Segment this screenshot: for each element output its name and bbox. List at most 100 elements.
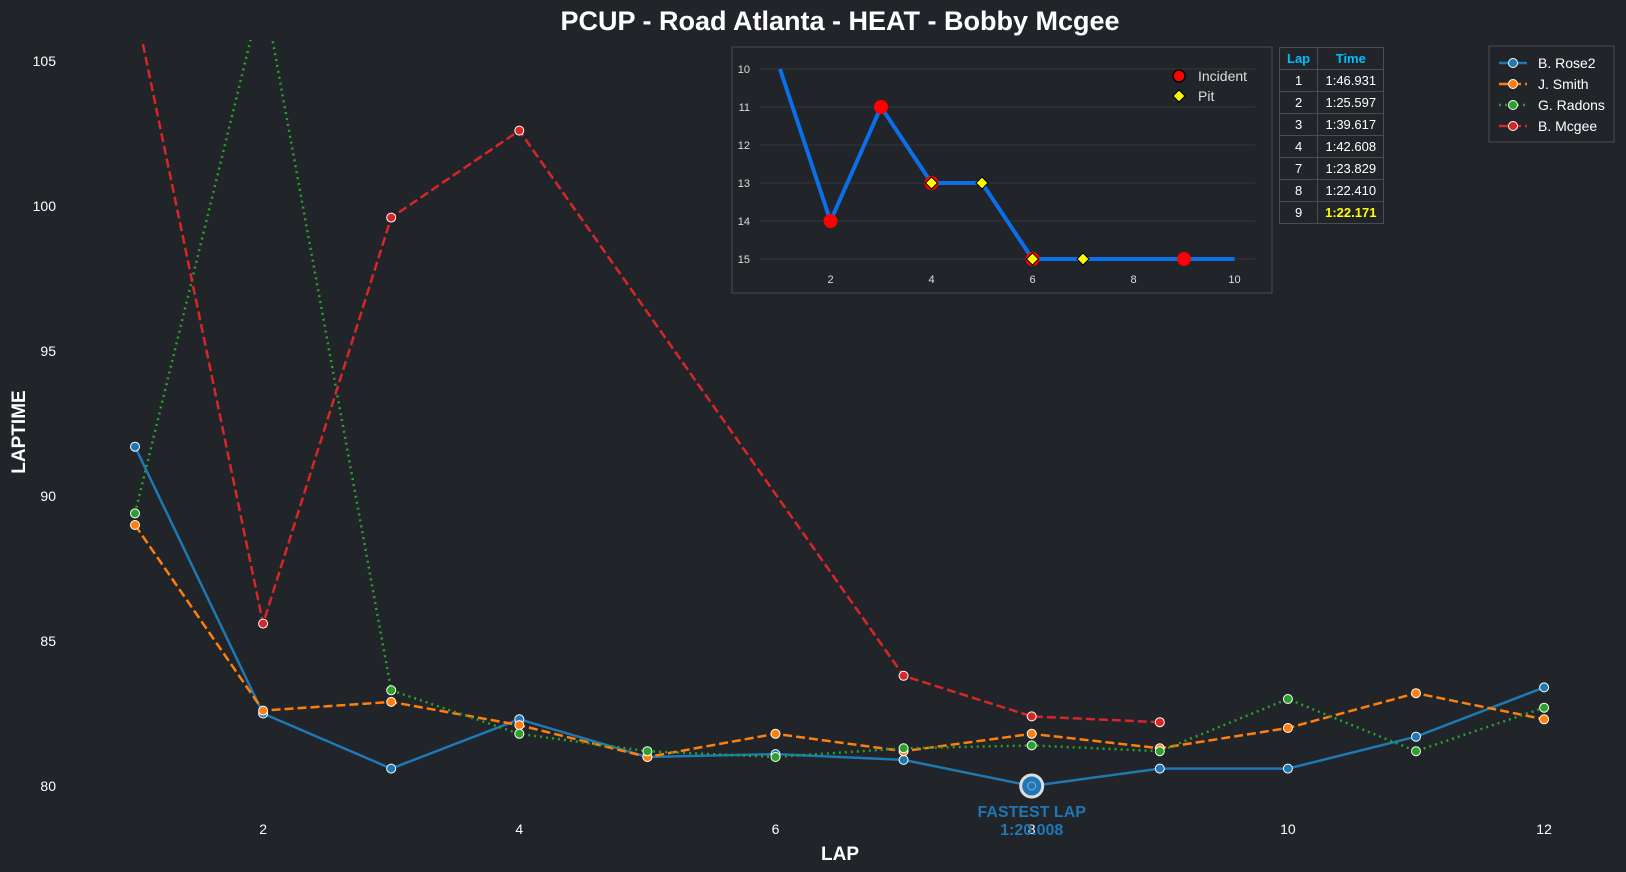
legend-pit-icon [1172, 89, 1186, 103]
inset-y-tick-label: 15 [738, 254, 750, 266]
y-tick-label: 100 [33, 198, 57, 214]
y-tick-label: 80 [40, 778, 56, 794]
data-point-j-smith [1539, 714, 1550, 725]
data-point-j-smith [1026, 728, 1037, 739]
time-cell: 1:23.829 [1317, 157, 1385, 180]
series-line-j-smith [133, 524, 1545, 759]
chart-title: PCUP - Road Atlanta - HEAT - Bobby Mcgee [560, 6, 1119, 36]
data-point-j-smith [1411, 688, 1421, 699]
legend-marker-g-radons [1508, 100, 1518, 110]
time-cell: 1:39.617 [1317, 113, 1385, 136]
legend-pit-label: Pit [1198, 88, 1214, 104]
fastest-lap-marker [1019, 773, 1045, 799]
incident-marker [874, 100, 888, 114]
data-point-b-rose2 [1282, 763, 1293, 774]
legend-marker-b-mcgee [1508, 121, 1518, 131]
data-point-b-rose2 [386, 763, 397, 774]
fastest-lap-label: FASTEST LAP [977, 804, 1086, 821]
y-tick-label: 90 [40, 488, 56, 504]
time-cell: 1:22.171 [1317, 201, 1385, 224]
data-point-b-rose2 [898, 754, 909, 765]
data-point-j-smith [770, 728, 781, 739]
table-row: 1 1:46.931 [1278, 69, 1385, 92]
pit-marker [1076, 252, 1090, 266]
incident-marker [1177, 252, 1191, 266]
lap-cell: 9 [1278, 201, 1319, 224]
x-tick-label: 2 [259, 821, 267, 837]
lap-cell: 2 [1278, 91, 1319, 114]
legend-label-j-smith: J. Smith [1538, 76, 1589, 92]
table-row: 2 1:25.597 [1278, 91, 1385, 114]
data-point-g-radons [514, 728, 525, 739]
lap-cell: 4 [1278, 135, 1319, 158]
data-point-b-rose2 [1411, 731, 1421, 742]
data-point-b-mcgee [258, 618, 269, 629]
x-tick-label: 12 [1536, 821, 1552, 837]
legend-label-b-rose2: B. Rose2 [1538, 55, 1596, 71]
data-point-g-radons [1539, 702, 1550, 713]
legend-marker-j-smith [1508, 79, 1518, 89]
pit-marker [975, 176, 989, 190]
data-point-b-mcgee [1154, 717, 1165, 728]
data-point-j-smith [1282, 723, 1293, 733]
time-column-header: Time [1317, 47, 1385, 70]
inset-y-tick-label: 13 [738, 178, 750, 190]
y-axis-label: LAPTIME [9, 390, 30, 473]
series-line-b-rose2 [133, 446, 1545, 788]
data-point-g-radons [130, 508, 140, 519]
time-cell: 1:46.931 [1317, 69, 1385, 92]
series-line-g-radons [133, 40, 1545, 759]
data-point-j-smith [258, 705, 269, 716]
inset-x-tick-label: 10 [1228, 274, 1240, 286]
pit-marker [1025, 252, 1040, 266]
data-point-g-radons [1282, 694, 1293, 704]
inset-x-tick-label: 4 [928, 274, 934, 286]
position-inset-frame [731, 46, 1273, 294]
table-row: 8 1:22.410 [1278, 179, 1385, 202]
legend-incident-label: Incident [1198, 68, 1247, 84]
x-axis-label: LAP [821, 844, 859, 865]
data-point-g-radons [642, 746, 653, 757]
inset-x-tick-label: 8 [1130, 274, 1136, 286]
legend-marker-b-rose2 [1508, 58, 1518, 68]
x-tick-label: 6 [772, 821, 780, 837]
data-point-g-radons [770, 752, 781, 762]
data-point-g-radons [898, 743, 909, 754]
y-tick-label: 85 [40, 633, 56, 649]
data-point-g-radons [1154, 746, 1165, 757]
data-point-b-mcgee [514, 125, 525, 136]
data-point-g-radons [386, 685, 397, 696]
data-point-j-smith [386, 696, 397, 707]
data-point-b-rose2 [130, 441, 140, 452]
data-point-b-mcgee [898, 670, 909, 681]
inset-x-tick-label: 6 [1029, 274, 1035, 286]
fastest-lap-time: 1:20.008 [1000, 822, 1063, 839]
lap-cell: 3 [1278, 113, 1319, 136]
time-cell: 1:22.410 [1317, 179, 1385, 202]
data-point-g-radons [1026, 740, 1037, 751]
lap-times-table: Lap Time 1 1:46.931 2 1:25.597 3 1:39.617 4… [1278, 47, 1385, 224]
table-row: 3 1:39.617 [1278, 113, 1385, 136]
inset-y-tick-label: 11 [739, 102, 750, 114]
inset-y-tick-label: 14 [738, 216, 750, 228]
incident-marker [823, 214, 838, 228]
x-tick-label: 10 [1280, 821, 1296, 837]
y-tick-label: 95 [40, 343, 56, 359]
x-tick-label: 4 [515, 821, 523, 837]
fastest-lap-marker-inner [1027, 781, 1037, 791]
data-point-j-smith [514, 720, 525, 731]
x-tick-label: 8 [1028, 821, 1036, 837]
table-row: 4 1:42.608 [1278, 135, 1385, 158]
data-point-b-mcgee [1026, 711, 1037, 722]
inset-y-tick-label: 10 [738, 64, 750, 76]
data-point-g-radons [1411, 746, 1421, 757]
legend-label-g-radons: G. Radons [1538, 97, 1605, 113]
table-row: 9 1:22.171 [1278, 201, 1385, 224]
time-cell: 1:42.608 [1317, 135, 1385, 158]
inset-y-tick-label: 12 [738, 140, 750, 152]
legend-label-b-mcgee: B. Mcgee [1538, 118, 1597, 134]
legend-incident-icon [1172, 69, 1186, 83]
lap-cell: 1 [1278, 69, 1319, 92]
position-line [778, 68, 1235, 261]
